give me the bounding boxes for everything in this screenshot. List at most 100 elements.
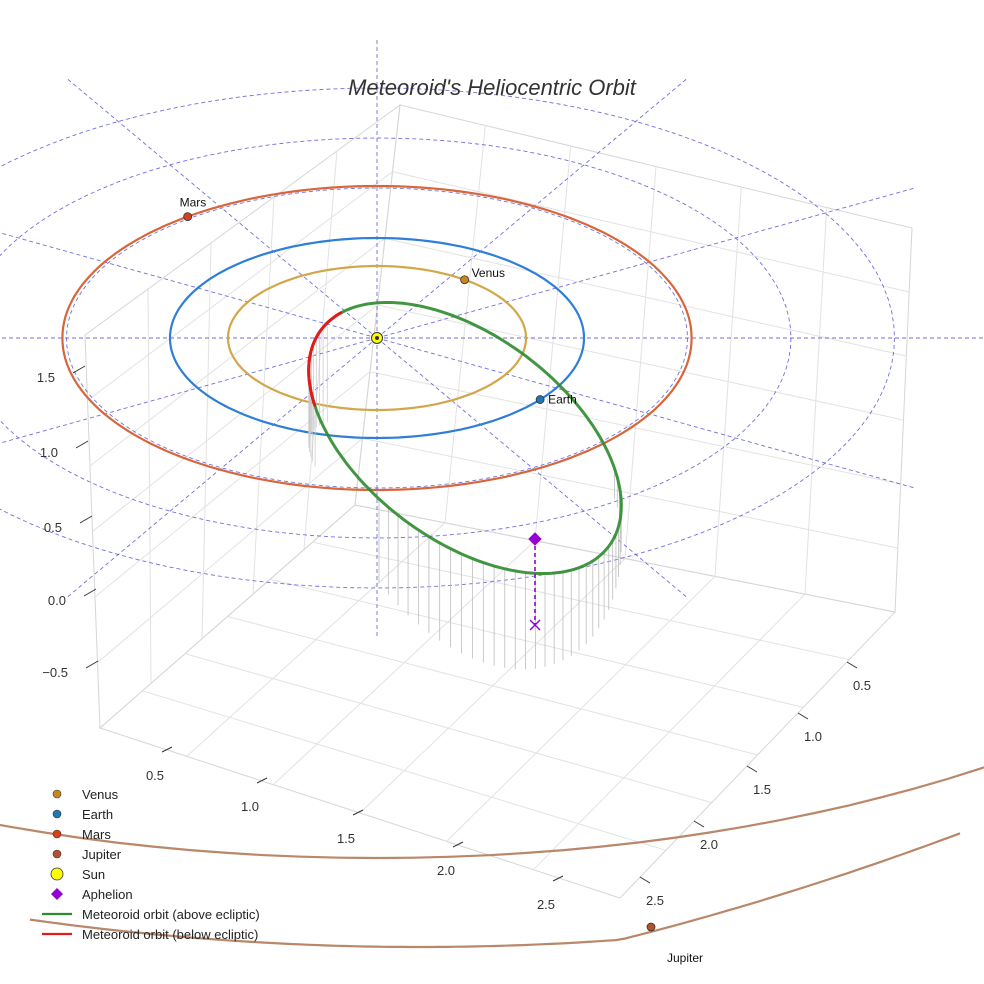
legend-label: Mars xyxy=(82,827,111,842)
ecliptic-grid xyxy=(0,38,984,638)
mars-marker xyxy=(183,212,193,222)
left-wall-grid-line xyxy=(89,237,386,467)
y-tick-mark xyxy=(797,712,809,720)
floor-panel xyxy=(99,504,896,899)
planet-orbits xyxy=(0,184,984,949)
ecliptic-radial xyxy=(0,337,378,444)
legend-label: Jupiter xyxy=(82,847,122,862)
right-wall-grid-line xyxy=(534,145,572,541)
floor-grid-line xyxy=(532,593,806,871)
floor-grid-line xyxy=(359,558,626,814)
ecliptic-radial xyxy=(376,337,915,489)
legend-marker xyxy=(50,867,64,881)
jupiter-orbit xyxy=(0,766,984,860)
legend: Venus Earth Mars Jupiter Sun Aphelion Meteoroi… xyxy=(42,787,260,942)
z-tick-label: −0.5 xyxy=(42,665,68,680)
right-wall-grid-line xyxy=(714,186,742,577)
x-tick-mark xyxy=(256,777,268,784)
y-tick-label: 0.5 xyxy=(853,678,871,693)
tick-labels: −0.5 0.0 0.5 1.0 1.5 0.5 1.0 1.5 2.0 2.5 0.5 1.0 1.5… xyxy=(37,365,871,912)
bodies: Venus Earth Mars Jupiter xyxy=(180,196,703,965)
earth-label: Earth xyxy=(548,393,577,407)
z-tick-mark xyxy=(75,440,89,449)
aphelion-projection-x xyxy=(529,619,541,631)
z-tick-label: 0.5 xyxy=(44,520,62,535)
z-tick-mark xyxy=(83,588,97,597)
x-tick-mark xyxy=(161,746,173,753)
chart-title: Meteoroid's Heliocentric Orbit xyxy=(348,75,637,100)
jupiter-label: Jupiter xyxy=(667,951,703,965)
meteoroid-orbit-below xyxy=(307,311,343,407)
right-wall-grid-line xyxy=(804,207,828,595)
legend-label: Earth xyxy=(82,807,113,822)
right-wall-grid-line xyxy=(624,166,657,559)
y-tick-mark xyxy=(746,765,758,773)
y-tick-mark xyxy=(639,876,651,884)
jupiter-orbit-arc xyxy=(29,832,961,949)
floor-grid-line xyxy=(186,522,446,757)
ecliptic-radial xyxy=(376,187,915,339)
x-tick-mark xyxy=(452,841,464,848)
aphelion-marker xyxy=(528,532,542,546)
legend-marker xyxy=(51,888,63,900)
y-tick-label: 1.0 xyxy=(804,729,822,744)
x-tick-label: 0.5 xyxy=(146,768,164,783)
mars-orbit xyxy=(61,184,693,492)
x-tick-label: 2.0 xyxy=(437,863,455,878)
floor-grid-line xyxy=(446,575,716,842)
floor-grid-line xyxy=(272,540,536,786)
y-tick-label: 2.5 xyxy=(646,893,664,908)
y-tick-label: 2.0 xyxy=(700,837,718,852)
x-tick-label: 2.5 xyxy=(537,897,555,912)
legend-marker xyxy=(52,829,62,839)
left-wall-grid-line xyxy=(252,196,275,595)
mars-label: Mars xyxy=(180,196,207,210)
left-wall-grid-line xyxy=(97,437,363,663)
earth-orbit xyxy=(168,236,586,440)
ecliptic-radial xyxy=(376,337,688,599)
sun-core xyxy=(375,336,379,340)
legend-marker xyxy=(52,789,62,799)
x-tick-mark xyxy=(552,875,564,882)
x-tick-label: 1.5 xyxy=(337,831,355,846)
legend-label: Sun xyxy=(82,867,105,882)
z-tick-label: 1.0 xyxy=(40,445,58,460)
legend-label: Venus xyxy=(82,787,119,802)
left-wall-grid-line xyxy=(201,242,212,639)
venus-label: Venus xyxy=(472,266,505,280)
left-wall-grid-line xyxy=(92,304,378,532)
legend-label: Aphelion xyxy=(82,887,133,902)
x-tick-mark xyxy=(352,809,364,816)
y-tick-label: 1.5 xyxy=(753,782,771,797)
axis-grid xyxy=(84,103,913,899)
x-tick-label: 1.0 xyxy=(241,799,259,814)
legend-label: Meteoroid orbit (above ecliptic) xyxy=(82,907,260,922)
legend-label: Meteoroid orbit (below ecliptic) xyxy=(82,927,258,942)
z-tick-mark xyxy=(79,515,93,524)
earth-marker xyxy=(535,395,545,404)
right-wall-grid-line xyxy=(444,125,486,523)
legend-marker xyxy=(52,809,62,819)
drop-lines xyxy=(308,322,622,670)
z-tick-label: 0.0 xyxy=(48,593,66,608)
meteoroid-orbit xyxy=(307,301,623,575)
jupiter-marker xyxy=(646,922,656,932)
left-wall xyxy=(84,103,401,730)
ecliptic-radial xyxy=(0,232,378,339)
ecliptic-radial xyxy=(66,77,378,339)
y-tick-mark xyxy=(693,820,705,828)
left-wall-grid-line xyxy=(94,371,371,598)
z-tick-label: 1.5 xyxy=(37,370,55,385)
left-wall-grid-line xyxy=(87,171,393,401)
left-wall-grid-line xyxy=(147,288,152,684)
z-tick-mark xyxy=(85,660,99,669)
ecliptic-radial xyxy=(376,77,688,339)
left-wall-grid-line xyxy=(303,150,338,550)
legend-marker xyxy=(52,849,62,859)
venus-orbit xyxy=(226,264,528,412)
ecliptic-radial xyxy=(66,337,378,599)
venus-marker xyxy=(460,275,470,285)
y-tick-mark xyxy=(846,661,858,669)
z-tick-mark xyxy=(72,365,86,374)
